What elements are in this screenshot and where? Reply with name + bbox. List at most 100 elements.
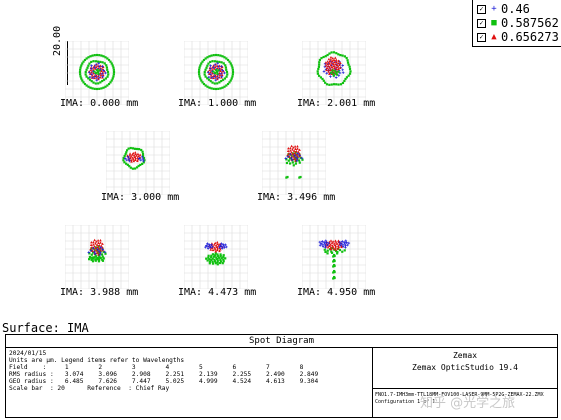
legend-item-wavelength-2[interactable]: ✓ ■ 0.587562 xyxy=(477,16,559,30)
spot-point xyxy=(97,74,100,78)
spot-point xyxy=(91,87,94,90)
spot-point xyxy=(329,248,332,251)
spot-point xyxy=(225,68,228,71)
spot-point xyxy=(97,260,101,263)
spot-point xyxy=(335,249,338,253)
spot-point xyxy=(78,70,82,74)
spot-point xyxy=(220,75,224,79)
spot-point xyxy=(106,70,110,74)
spot-point xyxy=(339,242,343,245)
spot-point xyxy=(320,57,323,60)
spot-point xyxy=(322,79,325,82)
spot-point xyxy=(215,68,218,72)
checkbox-checked-icon[interactable]: ✓ xyxy=(477,4,486,14)
legend-item-wavelength-3[interactable]: ✓ ▲ 0.656273 xyxy=(477,30,559,44)
spot-point xyxy=(292,164,295,167)
spot-point xyxy=(218,73,222,77)
spot-point xyxy=(293,151,297,154)
spot-point xyxy=(337,70,340,73)
spot-point xyxy=(328,62,331,65)
spot-point xyxy=(94,71,97,75)
spot-point xyxy=(94,259,97,262)
spot-point xyxy=(336,251,339,254)
spot-point xyxy=(208,55,211,58)
spot-point xyxy=(205,66,208,69)
spot-point xyxy=(289,157,292,160)
spot-point xyxy=(332,72,335,75)
spot-point xyxy=(326,249,329,252)
spot-point xyxy=(325,66,329,69)
spot-point xyxy=(287,146,290,150)
rms-radius-row: RMS radius : 3.074 3.096 2.908 2.251 2.1… xyxy=(9,371,319,378)
spot-point xyxy=(102,250,105,253)
spot-point xyxy=(341,250,344,253)
spot-point xyxy=(105,66,109,69)
spot-point xyxy=(222,254,225,257)
spot-point xyxy=(140,155,144,159)
spot-point xyxy=(125,158,129,162)
spot-point xyxy=(91,76,95,80)
spot-point xyxy=(101,259,105,262)
spot-point xyxy=(140,148,143,152)
spot-diagram-field-5 xyxy=(262,131,326,195)
spot-point xyxy=(298,161,301,164)
spot-point xyxy=(324,55,327,58)
spot-point xyxy=(103,62,106,65)
spot-point xyxy=(207,243,211,246)
spot-point xyxy=(329,243,333,246)
spot-point xyxy=(112,70,116,74)
spot-point xyxy=(201,60,204,63)
spot-point xyxy=(334,58,338,61)
spot-point xyxy=(221,86,224,89)
spot-point xyxy=(206,259,209,262)
spot-diagram-field-3 xyxy=(302,41,366,105)
spot-point xyxy=(92,251,95,254)
spot-point xyxy=(326,60,329,63)
spot-point xyxy=(295,149,298,153)
spot-point xyxy=(329,246,332,249)
spot-point xyxy=(106,57,109,60)
spot-point xyxy=(217,69,220,72)
spot-point xyxy=(326,243,329,247)
spot-point xyxy=(222,62,225,65)
spot-point xyxy=(320,240,324,243)
checkbox-checked-icon[interactable]: ✓ xyxy=(477,32,486,42)
spot-point xyxy=(98,69,101,72)
spot-point xyxy=(339,61,342,65)
spot-point xyxy=(198,66,201,69)
spot-point xyxy=(327,57,331,61)
spot-point xyxy=(331,245,335,249)
spot-point xyxy=(79,66,82,69)
spot-point xyxy=(291,154,295,158)
spot-point xyxy=(142,159,145,163)
spot-point xyxy=(338,243,342,247)
spot-point xyxy=(91,68,95,71)
spot-point xyxy=(83,82,87,86)
spot-point xyxy=(219,258,222,262)
spot-point xyxy=(345,241,348,244)
spot-point xyxy=(332,51,336,54)
spot-point xyxy=(213,248,217,251)
spot-diagram-field-2 xyxy=(184,41,248,105)
spot-point xyxy=(98,243,101,247)
spot-point xyxy=(133,151,137,154)
spot-point xyxy=(96,249,99,252)
spot-point xyxy=(219,253,222,256)
spot-point xyxy=(336,252,339,255)
spot-point xyxy=(329,55,333,59)
spot-point xyxy=(332,74,335,77)
spot-point xyxy=(318,61,321,64)
spot-point xyxy=(199,77,202,80)
spot-point xyxy=(94,82,97,85)
spot-point xyxy=(208,66,212,69)
spot-point xyxy=(285,158,288,161)
spot-point xyxy=(81,62,84,65)
spot-point xyxy=(85,68,88,71)
spot-point xyxy=(87,64,90,67)
checkbox-checked-icon[interactable]: ✓ xyxy=(477,18,486,28)
legend-item-wavelength-1[interactable]: ✓ + 0.46 xyxy=(477,2,530,16)
spot-point xyxy=(210,76,214,80)
spot-point xyxy=(338,71,342,75)
spot-point xyxy=(218,261,222,265)
spot-point xyxy=(220,79,223,83)
